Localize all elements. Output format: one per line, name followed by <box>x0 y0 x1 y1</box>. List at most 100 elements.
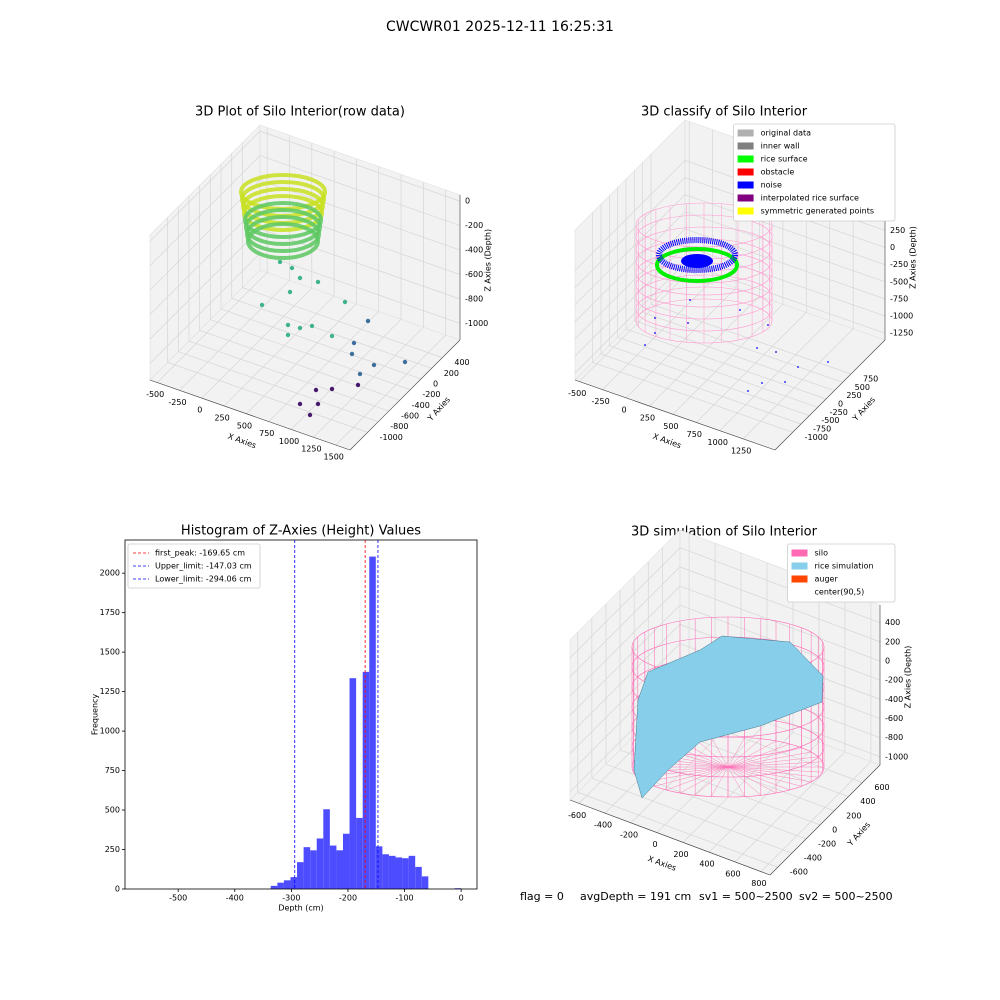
y-tick-label: -600 <box>401 412 419 421</box>
grid-line <box>679 585 881 662</box>
x-tick-label: 500 <box>663 422 678 431</box>
grid-line <box>682 732 794 843</box>
point-cloud-dot <box>357 371 363 377</box>
grid-line <box>602 279 713 390</box>
x-axis-label: Depth (cm) <box>278 904 323 913</box>
y-tick-label: -1000 <box>805 433 828 442</box>
grid-line <box>313 326 424 438</box>
bar <box>388 855 396 889</box>
x-tick-label: 1000 <box>279 437 299 446</box>
bar <box>356 817 363 889</box>
axis-line <box>569 799 771 876</box>
silo-spoke <box>727 751 812 768</box>
plot-frame <box>124 539 478 890</box>
y-tick-label: 500 <box>855 383 870 392</box>
bar <box>395 857 403 889</box>
y-tick-label: 750 <box>105 766 120 775</box>
axis-line <box>349 339 461 451</box>
grid-line <box>268 311 379 422</box>
grid-line <box>223 295 335 407</box>
x-tick-label: -500 <box>169 894 187 903</box>
silo-spoke <box>679 766 729 794</box>
noise-dot <box>797 366 799 368</box>
point-cloud-dot <box>371 362 377 368</box>
legend-label: rice simulation <box>815 562 874 571</box>
point-cloud-ring <box>244 208 322 246</box>
bar <box>415 866 422 889</box>
z-tick-label: 0 <box>465 197 470 206</box>
grid-line <box>574 177 686 288</box>
y-tick-label: 600 <box>874 783 889 792</box>
bar <box>329 845 337 889</box>
point-cloud-dot <box>307 412 313 418</box>
silo-spoke <box>727 766 802 787</box>
grid-line <box>569 643 681 754</box>
grid-line <box>574 194 686 305</box>
legend-swatch <box>737 207 754 215</box>
grid-line <box>684 194 886 265</box>
noise-dot <box>654 317 656 319</box>
grid-line <box>569 566 681 678</box>
z-tick-label: -1000 <box>465 319 488 328</box>
legend-swatch <box>737 168 754 176</box>
point-cloud-dot <box>402 359 408 365</box>
x-tick-label: -600 <box>568 811 586 820</box>
subplot-title: 3D simulation of Silo Interior <box>631 525 818 540</box>
z-tick-label: -200 <box>465 221 483 230</box>
silo-spoke <box>695 766 729 796</box>
x-tick-label: -200 <box>339 894 357 903</box>
bar <box>316 838 324 889</box>
grid-line <box>220 308 422 380</box>
x-tick-label: -500 <box>146 390 164 399</box>
y-axis-label: Frequency <box>91 694 100 736</box>
y-tick-label: -250 <box>830 408 848 417</box>
point-cloud-dot <box>277 259 283 265</box>
grid-line <box>259 130 461 202</box>
footer-flag: flag = 0 <box>520 890 564 903</box>
noise-dot <box>747 390 749 392</box>
noise-dot <box>687 322 689 324</box>
legend-swatch <box>791 588 808 596</box>
grid-line <box>656 722 768 833</box>
point-cloud-ring <box>246 222 320 260</box>
grid-line <box>625 328 827 400</box>
grid-line <box>201 287 313 399</box>
grid-line <box>569 547 681 658</box>
noise-dot <box>775 351 777 353</box>
legend-label: symmetric generated points <box>761 207 874 216</box>
z-tick-label: -400 <box>465 246 483 255</box>
noise-dot <box>739 309 741 311</box>
grid-line <box>760 761 872 872</box>
legend-swatch <box>737 129 754 137</box>
x-tick-label: 250 <box>214 413 229 422</box>
noise-dot <box>644 344 646 346</box>
z-axis-label: Z Axies (Depth) <box>484 229 493 292</box>
legend-label: interpolated rice surface <box>761 194 859 203</box>
point-cloud-dot <box>285 322 291 328</box>
y-tick-label: 0 <box>838 400 843 409</box>
y-tick-label: 200 <box>846 811 861 820</box>
grid-line <box>684 245 886 317</box>
point-cloud-dot <box>315 279 321 285</box>
x-tick-label: -300 <box>282 894 300 903</box>
noise-dot <box>761 382 763 384</box>
bar <box>421 876 429 889</box>
axis-line <box>774 339 886 451</box>
grid-line <box>574 211 686 323</box>
silo-spoke <box>727 766 812 783</box>
legend-box <box>127 543 261 589</box>
y-tick-label: 1250 <box>100 687 120 696</box>
z-tick-label: -200 <box>885 676 903 685</box>
surface-ring <box>655 247 739 283</box>
z-tick-label: -1000 <box>885 752 908 761</box>
bar <box>336 850 343 889</box>
grid-line <box>210 319 411 390</box>
legend-label: first_peak: -169.65 cm <box>155 549 245 558</box>
grid-line <box>634 320 835 391</box>
grid-line <box>649 295 760 407</box>
grid-line <box>574 160 686 271</box>
point-cloud-dot <box>297 275 303 281</box>
y-tick-label: -800 <box>390 422 408 431</box>
bar <box>277 882 284 889</box>
silo-spoke <box>727 737 745 768</box>
